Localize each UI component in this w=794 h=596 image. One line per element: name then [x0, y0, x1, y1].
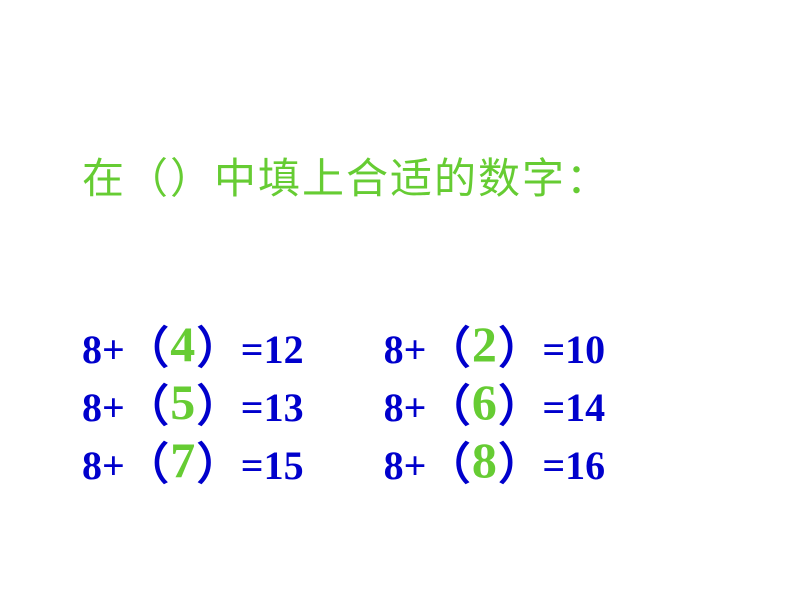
equation-suffix: =12: [241, 321, 304, 379]
equation-row: 8+ （ 4 ） =12: [82, 320, 304, 378]
equation-prefix: 8+: [384, 321, 427, 379]
equation-row: 8+ （ 6 ） =14: [384, 378, 606, 436]
equation-suffix: =15: [241, 437, 304, 495]
left-bracket: （: [426, 378, 470, 436]
equation-row: 8+ （ 7 ） =15: [82, 436, 304, 494]
answer-slot: 7: [169, 439, 197, 479]
equation-prefix: 8+: [82, 321, 125, 379]
equation-row: 8+ （ 5 ） =13: [82, 378, 304, 436]
equation-suffix: =14: [542, 379, 605, 437]
left-column: 8+ （ 4 ） =12 8+ （ 5 ） =13 8+ （ 7 ） =15: [82, 320, 304, 494]
answer-value: 5: [170, 373, 195, 431]
right-bracket: ）: [498, 378, 542, 436]
left-bracket: （: [125, 436, 169, 494]
equations-container: 8+ （ 4 ） =12 8+ （ 5 ） =13 8+ （ 7 ） =15 8…: [82, 320, 605, 494]
right-bracket: ）: [197, 436, 241, 494]
answer-slot: 6: [470, 381, 498, 421]
right-column: 8+ （ 2 ） =10 8+ （ 6 ） =14 8+ （ 8 ） =16: [384, 320, 606, 494]
equation-prefix: 8+: [384, 379, 427, 437]
right-bracket: ）: [498, 320, 542, 378]
answer-slot: 2: [470, 323, 498, 363]
answer-value: 6: [472, 373, 497, 431]
equation-prefix: 8+: [82, 379, 125, 437]
right-bracket: ）: [197, 320, 241, 378]
equation-prefix: 8+: [82, 437, 125, 495]
left-bracket: （: [426, 436, 470, 494]
left-bracket: （: [426, 320, 470, 378]
equation-row: 8+ （ 2 ） =10: [384, 320, 606, 378]
equation-suffix: =10: [542, 321, 605, 379]
left-bracket: （: [125, 320, 169, 378]
equation-row: 8+ （ 8 ） =16: [384, 436, 606, 494]
equation-suffix: =13: [241, 379, 304, 437]
answer-value: 8: [472, 431, 497, 489]
answer-value: 2: [472, 315, 497, 373]
answer-slot: 8: [470, 439, 498, 479]
instruction-title: 在（）中填上合适的数字：: [82, 145, 610, 206]
right-bracket: ）: [498, 436, 542, 494]
answer-value: 7: [170, 431, 195, 489]
answer-slot: 5: [169, 381, 197, 421]
answer-slot: 4: [169, 323, 197, 363]
answer-value: 4: [170, 315, 195, 373]
equation-suffix: =16: [542, 437, 605, 495]
equation-prefix: 8+: [384, 437, 427, 495]
left-bracket: （: [125, 378, 169, 436]
right-bracket: ）: [197, 378, 241, 436]
